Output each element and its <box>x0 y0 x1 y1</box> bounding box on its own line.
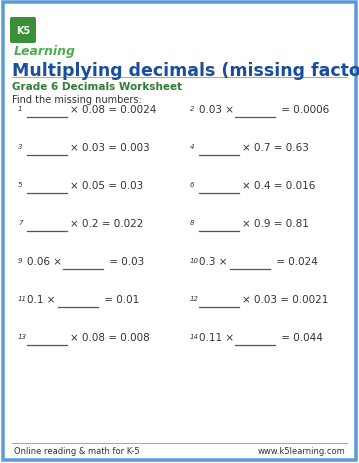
Text: 0.3 ×: 0.3 × <box>199 257 231 266</box>
Text: 11: 11 <box>18 295 27 301</box>
Text: 0.1 ×: 0.1 × <box>27 294 59 304</box>
Text: × 0.2 = 0.022: × 0.2 = 0.022 <box>70 219 143 229</box>
Text: 13: 13 <box>18 333 27 339</box>
Text: 0.11 ×: 0.11 × <box>199 332 237 342</box>
Text: 0.03 ×: 0.03 × <box>199 105 237 115</box>
Text: K5: K5 <box>16 26 30 36</box>
Text: × 0.03 = 0.003: × 0.03 = 0.003 <box>70 143 150 153</box>
Text: 1: 1 <box>18 106 23 112</box>
Text: Find the missing numbers:: Find the missing numbers: <box>12 95 142 105</box>
Text: 9: 9 <box>18 257 23 263</box>
Text: 0.06 ×: 0.06 × <box>27 257 65 266</box>
Text: 4: 4 <box>190 144 195 150</box>
Text: 12: 12 <box>190 295 199 301</box>
FancyBboxPatch shape <box>3 3 356 460</box>
Text: Learning: Learning <box>14 45 76 58</box>
Text: × 0.7 = 0.63: × 0.7 = 0.63 <box>242 143 309 153</box>
Text: Online reading & math for K-5: Online reading & math for K-5 <box>14 446 140 455</box>
Text: × 0.08 = 0.0024: × 0.08 = 0.0024 <box>70 105 157 115</box>
Text: = 0.03: = 0.03 <box>106 257 145 266</box>
Text: Multiplying decimals (missing factor): Multiplying decimals (missing factor) <box>12 62 359 80</box>
Text: × 0.05 = 0.03: × 0.05 = 0.03 <box>70 181 143 191</box>
Text: 10: 10 <box>190 257 199 263</box>
Text: 6: 6 <box>190 181 195 188</box>
Text: 2: 2 <box>190 106 195 112</box>
Text: 7: 7 <box>18 219 23 225</box>
Text: 5: 5 <box>18 181 23 188</box>
Text: Grade 6 Decimals Worksheet: Grade 6 Decimals Worksheet <box>12 82 182 92</box>
Text: × 0.4 = 0.016: × 0.4 = 0.016 <box>242 181 315 191</box>
FancyBboxPatch shape <box>10 18 36 44</box>
Text: 14: 14 <box>190 333 199 339</box>
Text: × 0.9 = 0.81: × 0.9 = 0.81 <box>242 219 309 229</box>
Text: www.k5learning.com: www.k5learning.com <box>257 446 345 455</box>
Text: = 0.01: = 0.01 <box>101 294 139 304</box>
Text: = 0.0006: = 0.0006 <box>278 105 330 115</box>
Text: 3: 3 <box>18 144 23 150</box>
Text: × 0.03 = 0.0021: × 0.03 = 0.0021 <box>242 294 328 304</box>
Text: = 0.024: = 0.024 <box>273 257 318 266</box>
Text: = 0.044: = 0.044 <box>278 332 323 342</box>
Text: 8: 8 <box>190 219 195 225</box>
Text: × 0.08 = 0.008: × 0.08 = 0.008 <box>70 332 150 342</box>
